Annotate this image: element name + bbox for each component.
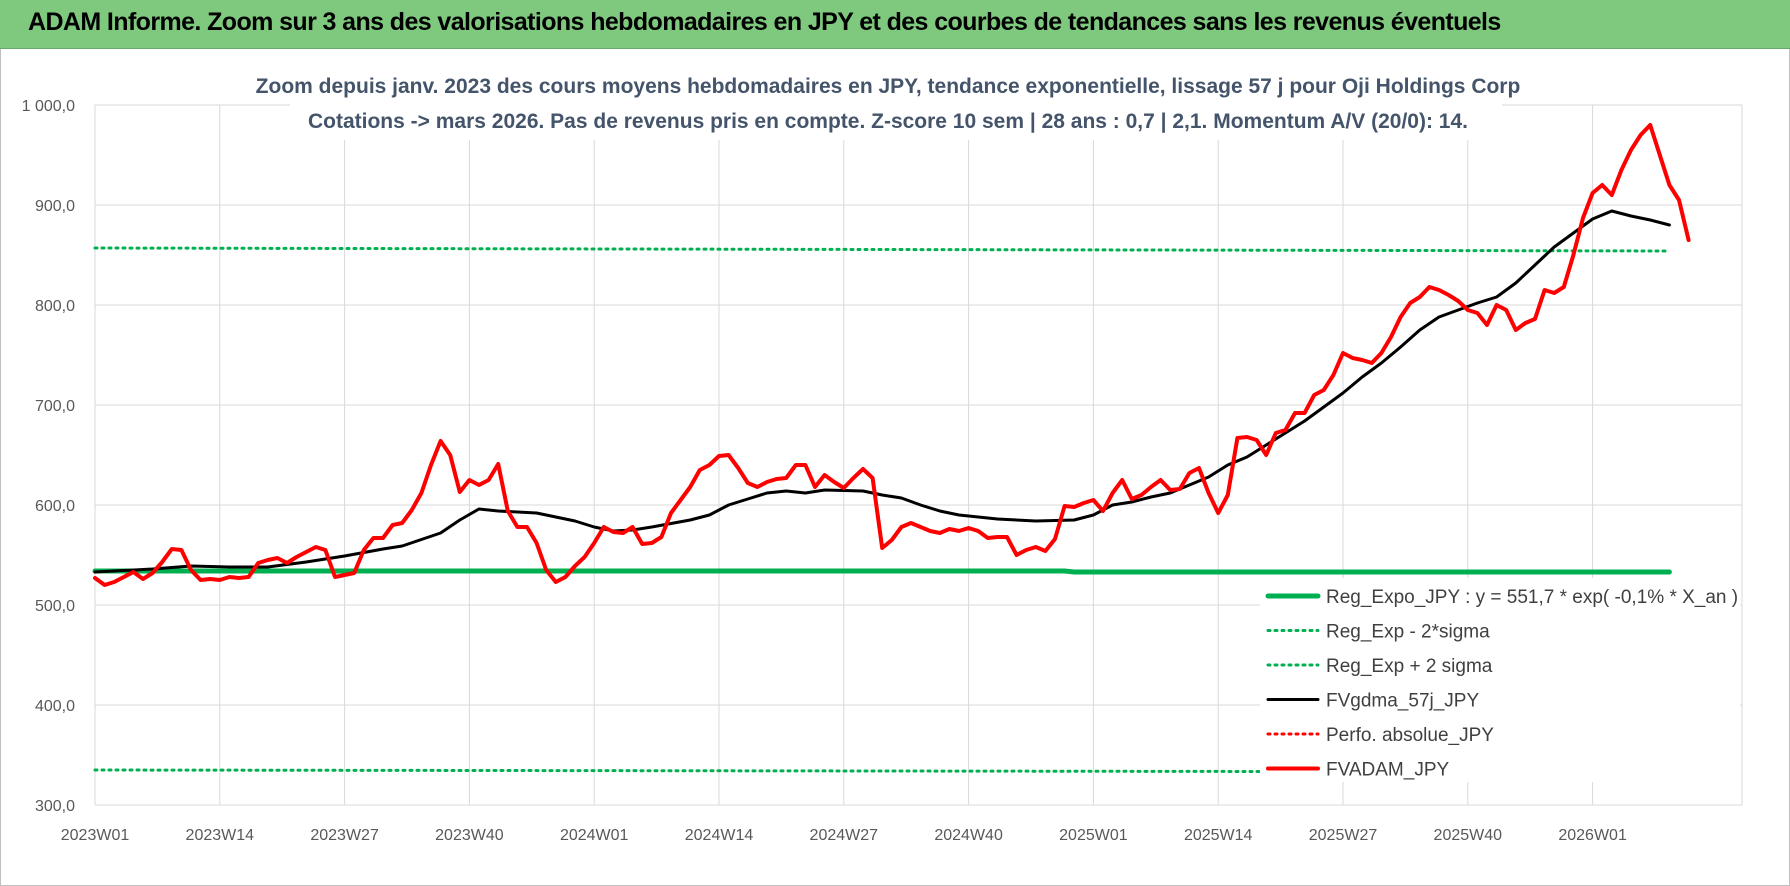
- x-tick-label: 2023W01: [61, 827, 130, 844]
- x-tick-label: 2023W27: [310, 827, 379, 844]
- x-tick-label: 2024W40: [934, 827, 1003, 844]
- y-tick-label: 900,0: [35, 198, 75, 215]
- x-tick-label: 2023W14: [186, 827, 255, 844]
- legend-label: Reg_Exp + 2 sigma: [1326, 656, 1493, 677]
- subtitle-background: [290, 66, 1502, 140]
- legend-background: [1260, 578, 1740, 782]
- report-title: ADAM Informe. Zoom sur 3 ans des valoris…: [28, 8, 1501, 36]
- legend: Reg_Expo_JPY : y = 551,7 * exp( -0,1% * …: [1260, 578, 1740, 782]
- legend-label: FVgdma_57j_JPY: [1326, 691, 1479, 712]
- chart-subtitle: Zoom depuis janv. 2023 des cours moyens …: [256, 66, 1521, 140]
- x-tick-label: 2025W40: [1434, 827, 1503, 844]
- y-tick-label: 1 000,0: [22, 98, 75, 115]
- title-banner: ADAM Informe. Zoom sur 3 ans des valoris…: [0, 0, 1790, 49]
- series-line-2: [93, 246, 1671, 253]
- y-tick-label: 500,0: [35, 598, 75, 615]
- x-tick-label: 2025W27: [1309, 827, 1378, 844]
- subtitle-line-2: Cotations -> mars 2026. Pas de revenus p…: [308, 110, 1468, 133]
- y-tick-label: 700,0: [35, 398, 75, 415]
- legend-label: Reg_Exp - 2*sigma: [1326, 622, 1490, 643]
- x-tick-label: 2024W14: [685, 827, 754, 844]
- x-tick-label: 2026W01: [1558, 827, 1627, 844]
- series-line-0: [92, 568, 1672, 575]
- series-line-3: [93, 209, 1671, 574]
- y-tick-label: 600,0: [35, 498, 75, 515]
- x-tick-label: 2023W40: [435, 827, 504, 844]
- x-tick-label: 2025W01: [1059, 827, 1128, 844]
- legend-label: FVADAM_JPY: [1326, 760, 1450, 781]
- axis-tick-labels: 300,0 400,0 500,0 600,0 700,0 800,0 900,0 1 000…: [22, 98, 1627, 844]
- x-tick-label: 2024W01: [560, 827, 629, 844]
- x-tick-label: 2024W27: [810, 827, 879, 844]
- x-tick-label: 2025W14: [1184, 827, 1253, 844]
- subtitle-line-1: Zoom depuis janv. 2023 des cours moyens …: [256, 75, 1521, 98]
- y-tick-label: 400,0: [35, 698, 75, 715]
- series-lines: [92, 123, 1691, 774]
- series-line-5: [93, 123, 1691, 587]
- legend-label: Perfo. absolue_JPY: [1326, 725, 1494, 746]
- y-tick-label: 300,0: [35, 798, 75, 815]
- legend-label: Reg_Expo_JPY : y = 551,7 * exp( -0,1% * …: [1326, 587, 1738, 608]
- y-tick-label: 800,0: [35, 298, 75, 315]
